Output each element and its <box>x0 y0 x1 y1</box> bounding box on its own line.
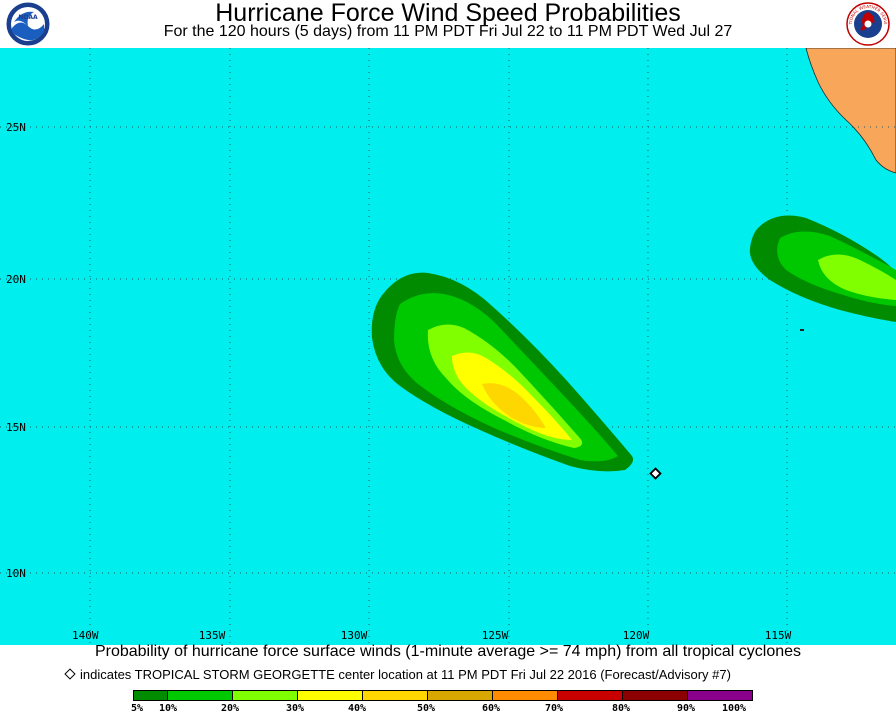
legend-label-5: 5% <box>131 703 144 714</box>
storm-center-marker <box>649 467 662 480</box>
legend-swatch-5-10 <box>133 690 168 701</box>
legend-label-90: 90% <box>677 703 696 714</box>
legend-swatch-20-30 <box>232 690 298 701</box>
land-baja-california <box>805 48 896 174</box>
page-title: Hurricane Force Wind Speed Probabilities <box>215 0 681 27</box>
swath-georgette <box>371 272 634 472</box>
lon-label-115w: 115W <box>765 629 792 642</box>
swath-east-storm <box>749 215 896 322</box>
legend-swatch-30-40 <box>297 690 363 701</box>
legend-label-60: 60% <box>482 703 501 714</box>
small-island <box>800 329 804 331</box>
map-description: Probability of hurricane force surface w… <box>94 643 802 660</box>
svg-text:NOAA: NOAA <box>18 14 38 21</box>
legend-label-100: 100% <box>722 703 747 714</box>
contour-20pct <box>818 254 896 300</box>
legend-swatch-10-20 <box>167 690 233 701</box>
legend-label-40: 40% <box>348 703 367 714</box>
contour-40pct <box>482 383 546 428</box>
legend-label-30: 30% <box>286 703 305 714</box>
lat-label-10n: 10N <box>6 567 26 580</box>
lat-label-20n: 20N <box>6 273 26 286</box>
lon-label-130w: 130W <box>341 629 368 642</box>
legend-label-70: 70% <box>545 703 564 714</box>
page-subtitle: For the 120 hours (5 days) from 11 PM PD… <box>163 23 733 40</box>
storm-note-text: indicates TROPICAL STORM GEORGETTE cente… <box>80 667 731 682</box>
lon-label-140w: 140W <box>72 629 99 642</box>
legend-swatch-70-80 <box>557 690 623 701</box>
color-legend: 5% 10% 20% 30% 40% 50% 60% 70% 80% 90% 1… <box>0 690 896 716</box>
legend-swatch-80-90 <box>622 690 688 701</box>
lon-label-135w: 135W <box>199 629 226 642</box>
noaa-logo: NOAA <box>6 2 50 46</box>
legend-swatch-40-50 <box>362 690 428 701</box>
legend-label-10: 10% <box>159 703 178 714</box>
legend-label-80: 80% <box>612 703 631 714</box>
legend-label-20: 20% <box>221 703 240 714</box>
probability-map: 25N 20N 15N 10N 140W 135W 130W 125W 120W… <box>0 48 896 645</box>
header: NOAA Hurricane Force Wind Speed Probabil… <box>0 0 896 48</box>
lon-label-125w: 125W <box>482 629 509 642</box>
lat-label-15n: 15N <box>6 421 26 434</box>
lat-label-25n: 25N <box>6 121 26 134</box>
legend-label-50: 50% <box>417 703 436 714</box>
nws-logo: NATIONAL WEATHER SERVICE <box>846 2 890 46</box>
legend-swatch-60-70 <box>492 690 558 701</box>
diamond-icon <box>64 668 76 680</box>
storm-note: indicates TROPICAL STORM GEORGETTE cente… <box>64 667 731 682</box>
legend-swatch-50-60 <box>427 690 493 701</box>
legend-swatch-90-100 <box>687 690 753 701</box>
lon-label-120w: 120W <box>623 629 650 642</box>
